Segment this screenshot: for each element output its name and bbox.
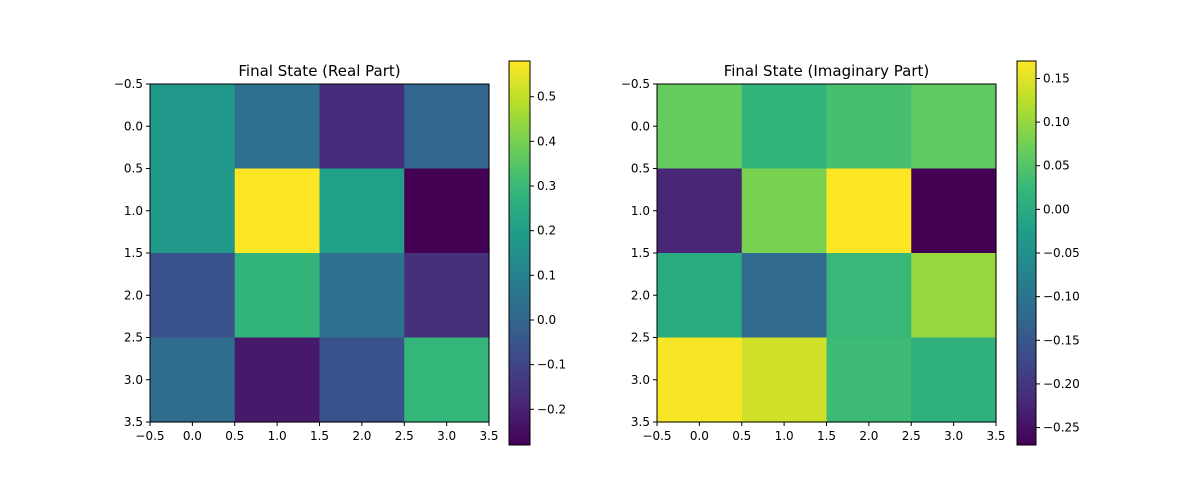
colorbar-tick-label: 0.00 bbox=[1043, 202, 1070, 216]
heatmap-cell-r3-c1 bbox=[741, 337, 828, 423]
heatmap-cell-r0-c3 bbox=[404, 84, 490, 170]
heatmap-cell-r2-c3 bbox=[911, 253, 997, 339]
heatmap-cell-r1-c1 bbox=[741, 168, 828, 254]
heatmap-cell-r1-c1 bbox=[234, 168, 321, 254]
heatmap-cell-r0-c0 bbox=[657, 84, 743, 170]
heatmap-cell-r1-c3 bbox=[911, 168, 997, 254]
colorbar-tick-label: 0.2 bbox=[537, 224, 556, 238]
colorbar bbox=[1017, 61, 1036, 445]
x-tick-label: −0.5 bbox=[135, 429, 164, 443]
heatmap-cell-r3-c2 bbox=[319, 337, 405, 423]
x-tick-label: 1.0 bbox=[268, 429, 287, 443]
colorbar-tick-label: 0.1 bbox=[537, 268, 556, 282]
heatmap-cell-r3-c0 bbox=[657, 337, 743, 423]
y-tick-label: 1.5 bbox=[631, 246, 650, 260]
y-tick-label: 0.5 bbox=[124, 162, 143, 176]
heatmap-cell-r0-c3 bbox=[911, 84, 997, 170]
heatmap-cell-r2-c1 bbox=[234, 253, 321, 339]
chart-title: Final State (Real Part) bbox=[238, 62, 400, 80]
colorbar-tick-label: 0.3 bbox=[537, 179, 556, 193]
heatmap-panel-real: Final State (Real Part) −0.5 0.0 0.5 1.0 1.5 2… bbox=[114, 60, 566, 446]
heatmap-cell-r0-c2 bbox=[826, 84, 912, 170]
heatmap-cell-r2-c2 bbox=[826, 253, 912, 339]
x-tick-label: 2.5 bbox=[902, 429, 921, 443]
y-tick-label: 3.5 bbox=[631, 415, 650, 429]
y-tick-label: 2.0 bbox=[631, 288, 650, 302]
heatmap-panel-imaginary: Final State (Imaginary Part) −0.5 0.0 0.5 1.… bbox=[621, 60, 1080, 446]
y-tick-label: −0.5 bbox=[621, 77, 650, 91]
x-tick-label: 0.0 bbox=[690, 429, 709, 443]
colorbar-tick-label: −0.20 bbox=[1043, 377, 1080, 391]
heatmap-cell-r1-c2 bbox=[319, 168, 405, 254]
x-tick-label: 2.0 bbox=[352, 429, 371, 443]
y-tick-label: 0.0 bbox=[124, 119, 143, 133]
heatmap-cell-r3-c0 bbox=[150, 337, 236, 423]
y-tick-label: 1.0 bbox=[631, 204, 650, 218]
y-tick-label: 1.0 bbox=[124, 204, 143, 218]
heatmap-cell-r1-c0 bbox=[657, 168, 743, 254]
y-tick-label: 3.0 bbox=[631, 373, 650, 387]
x-tick-label: 3.0 bbox=[437, 429, 456, 443]
chart-title: Final State (Imaginary Part) bbox=[724, 62, 930, 80]
heatmap-cell-r0-c1 bbox=[741, 84, 828, 170]
y-tick-label: 2.0 bbox=[124, 288, 143, 302]
heatmap-cell-r2-c2 bbox=[319, 253, 405, 339]
heatmap-cell-r3-c2 bbox=[826, 337, 912, 423]
x-tick-label: 2.0 bbox=[859, 429, 878, 443]
heatmap-cell-r0-c2 bbox=[319, 84, 405, 170]
colorbar-tick-label: −0.1 bbox=[537, 358, 566, 372]
x-tick-label: 0.0 bbox=[183, 429, 202, 443]
x-tick-label: 1.0 bbox=[775, 429, 794, 443]
heatmap-cell-r3-c3 bbox=[911, 337, 997, 423]
heatmap-cell-r2-c1 bbox=[741, 253, 828, 339]
colorbar-tick-label: −0.15 bbox=[1043, 333, 1080, 347]
y-tick-label: 3.0 bbox=[124, 373, 143, 387]
colorbar bbox=[509, 61, 530, 445]
x-tick-label: 0.5 bbox=[225, 429, 244, 443]
colorbar-tick-label: −0.10 bbox=[1043, 290, 1080, 304]
colorbar-tick-label: 0.5 bbox=[537, 90, 556, 104]
heatmap-cell-r0-c1 bbox=[234, 84, 321, 170]
heatmap-cell-r3-c3 bbox=[404, 337, 490, 423]
colorbar-tick-label: 0.4 bbox=[537, 134, 556, 148]
colorbar-tick-label: 0.10 bbox=[1043, 115, 1070, 129]
heatmap-cell-r1-c0 bbox=[150, 168, 236, 254]
heatmap-cell-r2-c0 bbox=[150, 253, 236, 339]
heatmap-cell-r1-c2 bbox=[826, 168, 912, 254]
colorbar-tick-label: −0.05 bbox=[1043, 246, 1080, 260]
y-tick-label: 3.5 bbox=[124, 415, 143, 429]
y-tick-label: 2.5 bbox=[124, 331, 143, 345]
x-tick-label: 3.0 bbox=[944, 429, 963, 443]
colorbar-tick-label: −0.25 bbox=[1043, 421, 1080, 435]
heatmap-cell-r3-c1 bbox=[234, 337, 321, 423]
x-tick-label: 2.5 bbox=[395, 429, 414, 443]
y-tick-label: 0.5 bbox=[631, 162, 650, 176]
y-tick-label: −0.5 bbox=[114, 77, 143, 91]
y-tick-label: 2.5 bbox=[631, 331, 650, 345]
colorbar-tick-label: −0.2 bbox=[537, 402, 566, 416]
heatmap-cell-r0-c0 bbox=[150, 84, 236, 170]
x-tick-label: 1.5 bbox=[310, 429, 329, 443]
colorbar-tick-label: 0.05 bbox=[1043, 159, 1070, 173]
x-tick-label: 3.5 bbox=[986, 429, 1005, 443]
heatmap-cell-r2-c0 bbox=[657, 253, 743, 339]
colorbar-frame bbox=[508, 60, 531, 446]
colorbar-tick-label: 0.0 bbox=[537, 313, 556, 327]
x-tick-label: 0.5 bbox=[732, 429, 751, 443]
heatmap-cell-r2-c3 bbox=[404, 253, 490, 339]
x-tick-label: 1.5 bbox=[817, 429, 836, 443]
x-tick-label: 3.5 bbox=[479, 429, 498, 443]
heatmap-cell-r1-c3 bbox=[404, 168, 490, 254]
x-tick-label: −0.5 bbox=[642, 429, 671, 443]
y-tick-label: 0.0 bbox=[631, 119, 650, 133]
y-tick-label: 1.5 bbox=[124, 246, 143, 260]
colorbar-tick-label: 0.15 bbox=[1043, 71, 1070, 85]
